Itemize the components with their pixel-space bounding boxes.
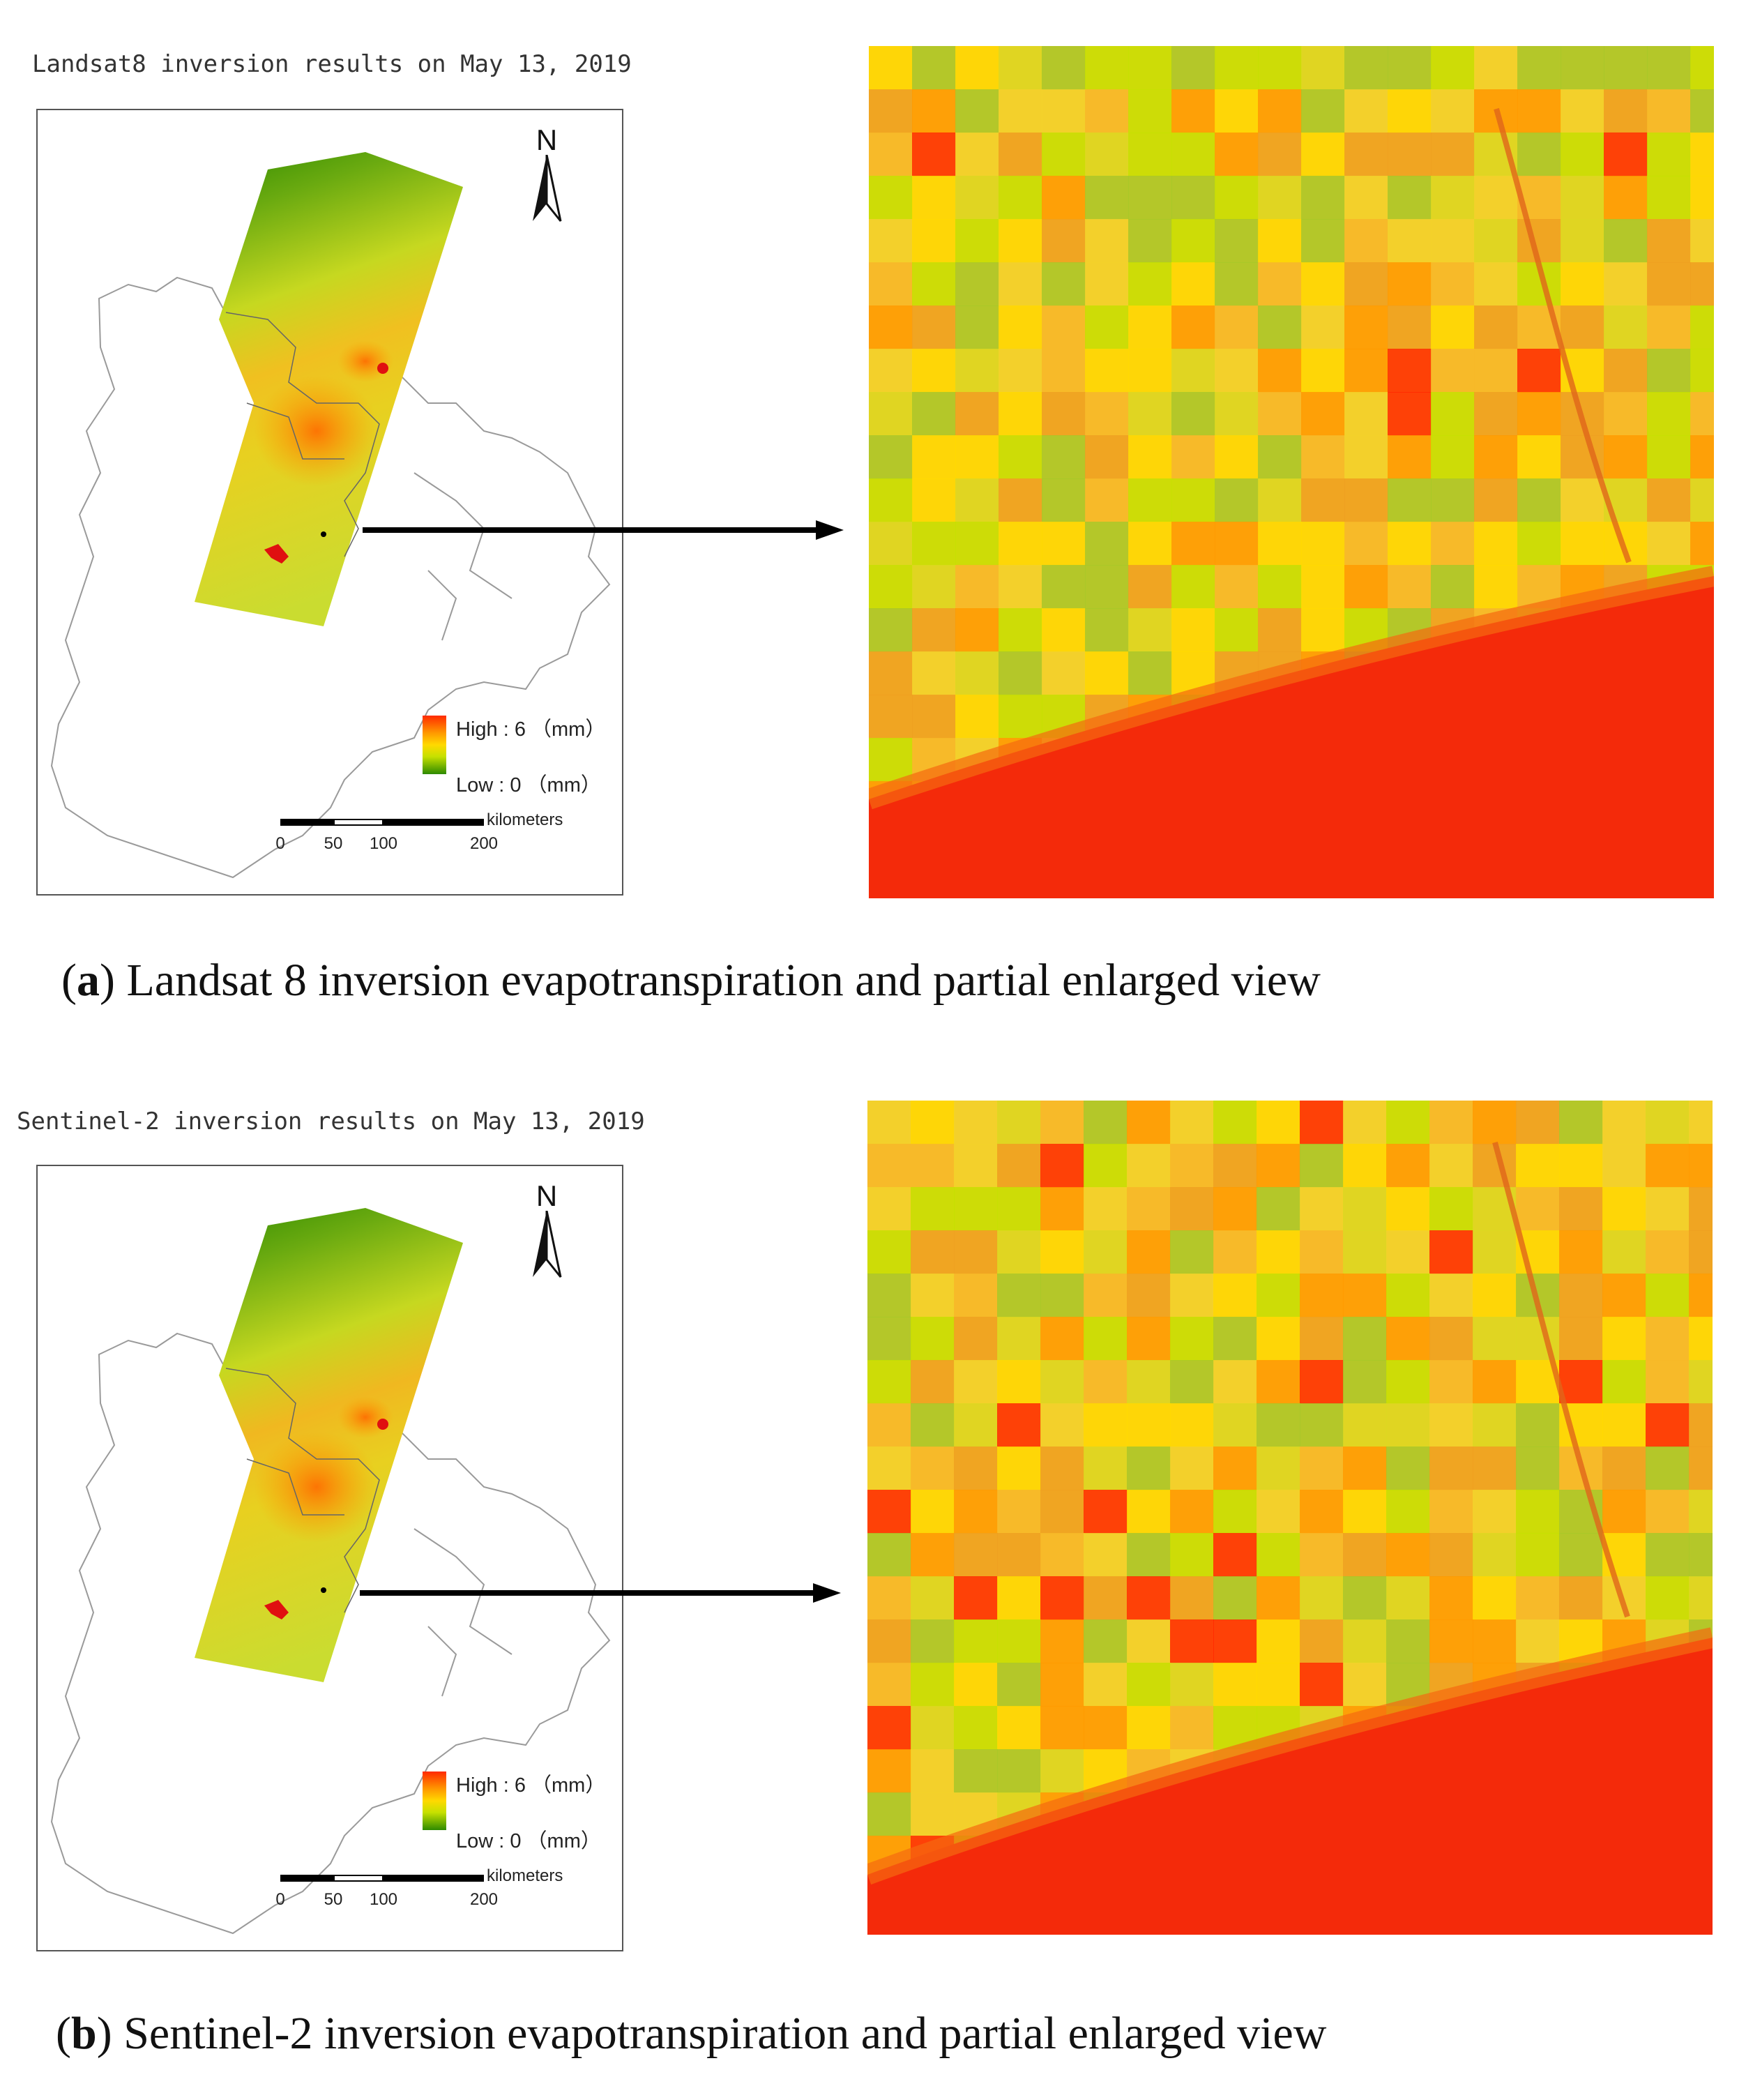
map-title-b: Sentinel-2 inversion results on May 13, … bbox=[17, 1108, 645, 1135]
caption-letter: b bbox=[70, 2008, 97, 2059]
legend-color-ramp bbox=[423, 1772, 446, 1830]
north-arrow-icon bbox=[533, 1211, 562, 1278]
legend-color-ramp bbox=[423, 716, 446, 774]
scale-tick: 0 bbox=[275, 1890, 285, 1909]
overview-map-a: N High : 6 （mm） Low : 0 （mm） 0 50 100 20… bbox=[36, 109, 623, 896]
zoom-arrow-b bbox=[360, 1583, 841, 1603]
north-arrow-a: N bbox=[526, 126, 568, 225]
legend-high-label: High : 6 （mm） bbox=[456, 718, 606, 741]
north-arrow-b: N bbox=[526, 1181, 568, 1281]
caption-a: (a) Landsat 8 inversion evapotranspirati… bbox=[61, 955, 1321, 1006]
north-label-b: N bbox=[536, 1179, 558, 1212]
zoom-arrow-a bbox=[363, 520, 844, 540]
north-label-a: N bbox=[536, 123, 558, 156]
caption-text: Sentinel-2 inversion evapotranspiration … bbox=[123, 2008, 1327, 2059]
overview-map-b: N High : 6 （mm） Low : 0 （mm） 0 50 100 20… bbox=[36, 1165, 623, 1951]
north-arrow-icon bbox=[533, 155, 562, 222]
caption-letter: a bbox=[76, 955, 100, 1006]
legend-high-label: High : 6 （mm） bbox=[456, 1774, 606, 1797]
scale-tick: 50 bbox=[324, 834, 343, 853]
caption-b: (b) Sentinel-2 inversion evapotranspirat… bbox=[56, 2008, 1327, 2059]
enlarged-view-a bbox=[869, 46, 1714, 898]
scale-tick: 50 bbox=[324, 1890, 343, 1909]
scale-tick: 200 bbox=[469, 1890, 499, 1909]
legend-low-label: Low : 0 （mm） bbox=[456, 774, 601, 796]
scale-tick: 0 bbox=[275, 834, 285, 853]
scale-tick: 100 bbox=[369, 834, 398, 853]
scale-tick: 200 bbox=[469, 834, 499, 853]
scale-unit: kilometers bbox=[487, 810, 563, 829]
map-title-a: Landsat8 inversion results on May 13, 20… bbox=[32, 50, 632, 78]
legend-low-label: Low : 0 （mm） bbox=[456, 1830, 601, 1852]
caption-text: Landsat 8 inversion evapotranspiration a… bbox=[126, 955, 1321, 1006]
scale-tick: 100 bbox=[369, 1890, 398, 1909]
scale-unit: kilometers bbox=[487, 1866, 563, 1885]
enlarged-view-b bbox=[867, 1101, 1713, 1935]
